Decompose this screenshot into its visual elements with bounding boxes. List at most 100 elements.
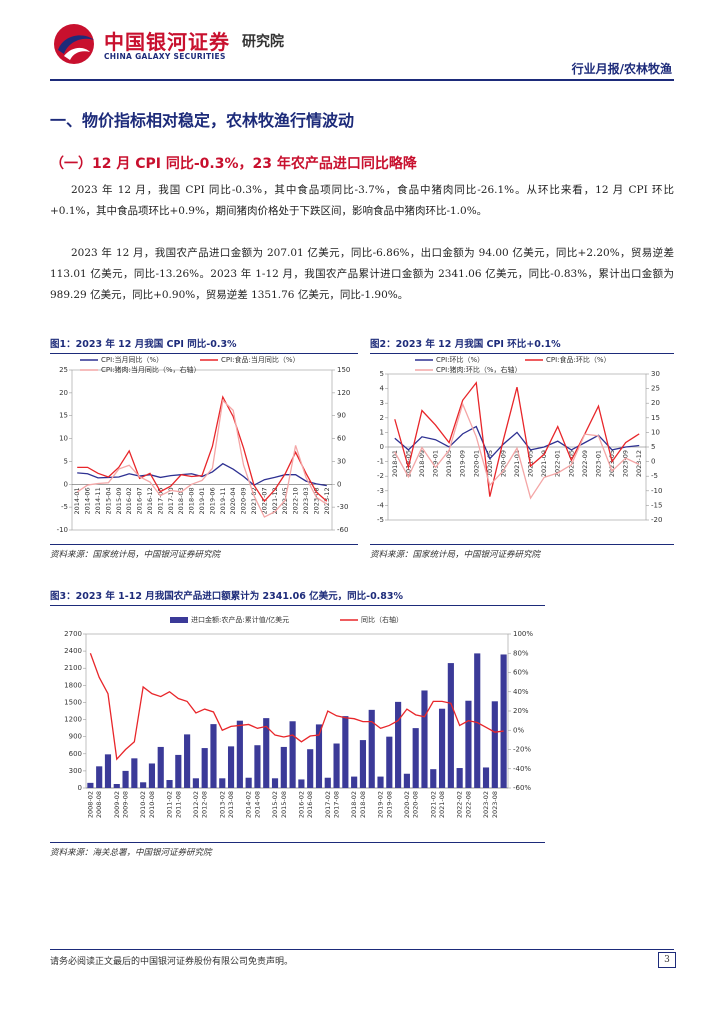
x-tick-label: 2014-02 [245, 791, 253, 818]
y-tick-label: 0 [380, 443, 384, 451]
legend-label: 同比（右轴） [361, 615, 403, 624]
x-tick-label: 2011-08 [174, 791, 182, 818]
x-tick-label: 2009-02 [113, 791, 121, 818]
y2-tick-label: 10 [651, 428, 660, 436]
figure-source: 资料来源：海关总署，中国银河证券研究院 [50, 842, 545, 858]
x-tick-label: 2009-08 [122, 791, 130, 818]
y-tick-label: 10 [59, 435, 68, 443]
x-tick-label: 2020-05 [486, 450, 494, 477]
x-tick-label: 2015-02 [271, 791, 279, 818]
y-tick-label: 1200 [64, 716, 82, 724]
logo-swoosh [58, 35, 94, 54]
x-tick-label: 2008-02 [86, 791, 94, 818]
y-tick-label: -5 [61, 503, 68, 511]
y-tick-label: 1500 [64, 698, 82, 706]
legend-swatch [170, 617, 188, 623]
bar [280, 746, 287, 788]
logo-mark [54, 24, 94, 64]
y2-tick-label: 0 [337, 480, 341, 488]
y2-tick-label: -15 [651, 501, 662, 509]
section-title: 一、物价指标相对稳定，农林牧渔行情波动 [50, 111, 355, 130]
bar [403, 773, 410, 788]
y-tick-label: 300 [69, 767, 82, 775]
y-tick-label: 3 [380, 399, 384, 407]
chart: 0 300 600 900 1200 1500 1800 2100 2400 2700 -60% -4… [64, 615, 533, 818]
bar [131, 758, 138, 788]
bar [157, 746, 164, 788]
x-tick-label: 2018-02 [350, 791, 358, 818]
y-tick-label: 0 [64, 480, 68, 488]
x-tick-label: 2023-08 [491, 791, 499, 818]
bar [351, 776, 358, 788]
x-tick-label: 2022-08 [464, 791, 472, 818]
x-tick-label: 2023-01 [594, 450, 602, 477]
footer-rule [50, 949, 674, 950]
x-tick-label: 2017-10 [167, 487, 175, 514]
y2-tick-label: 0 [651, 458, 655, 466]
bar [324, 777, 331, 788]
x-tick-label: 2016-02 [297, 791, 305, 818]
figure-title: 图2：2023 年 12 月我国 CPI 环比+0.1% [370, 336, 674, 354]
legend-label: CPI:环比（%） [436, 355, 484, 364]
x-tick-label: 2019-06 [208, 487, 216, 514]
legend-label: CPI:猪肉:环比（%，右轴） [436, 365, 522, 374]
y-tick-label: -4 [377, 501, 385, 509]
y2-tick-label: 100% [513, 630, 533, 638]
y-tick-label: 2 [380, 414, 384, 422]
x-tick-label: 2023-02 [482, 791, 490, 818]
page-number: 3 [658, 952, 676, 968]
chart: -5-4-3-2-1012345-20-15-10-50510152025302… [377, 355, 662, 524]
header-rule [50, 79, 674, 81]
x-tick-label: 2010-08 [148, 791, 156, 818]
logo-english: CHINA GALAXY SECURITIES [104, 52, 226, 61]
line-series [394, 402, 640, 500]
y-tick-label: 1800 [64, 681, 82, 689]
x-tick-label: 2008-08 [95, 791, 103, 818]
x-tick-label: 2010-02 [139, 791, 147, 818]
legend-label: CPI:食品:当月同比（%） [221, 355, 300, 364]
x-tick-label: 2018-05 [404, 450, 412, 477]
bar [307, 749, 314, 788]
x-tick-label: 2018-08 [359, 791, 367, 818]
chart: -10 -5 0 5 10 15 20 25 -60 -30 0 30 60 90 120 150 2014-0… [57, 355, 351, 534]
x-tick-label: 2018-09 [418, 450, 426, 477]
y2-tick-label: -40% [513, 765, 531, 773]
y-tick-label: 2400 [64, 647, 82, 655]
bar [227, 746, 235, 788]
x-tick-label: 2021-08 [438, 791, 446, 818]
x-tick-label: 2019-09 [459, 450, 467, 477]
bar [104, 754, 112, 788]
disclaimer: 请务必阅读正文最后的中国银河证券股份有限公司免责声明。 [50, 957, 294, 967]
bar [438, 708, 446, 788]
x-tick-label: 2019-11 [219, 487, 227, 514]
x-tick-label: 2019-02 [377, 791, 385, 818]
y2-tick-label: 60% [513, 669, 529, 677]
x-tick-label: 2020-09 [240, 487, 248, 514]
y-tick-label: 4 [380, 385, 385, 393]
x-tick-label: 2022-01 [554, 450, 562, 477]
x-tick-label: 2015-08 [280, 791, 288, 818]
bar [184, 734, 191, 788]
bar [500, 654, 507, 788]
x-tick-label: 2023-03 [302, 487, 310, 514]
x-tick-label: 2019-01 [432, 450, 440, 477]
x-tick-label: 2022-09 [581, 450, 589, 477]
x-tick-label: 2018-03 [177, 487, 185, 514]
x-tick-label: 2016-02 [125, 487, 133, 514]
x-tick-label: 2015-09 [115, 487, 123, 514]
y-tick-label: -10 [57, 526, 68, 534]
bar [359, 740, 367, 788]
logo-swoosh [64, 47, 90, 60]
y2-tick-label: -60 [337, 526, 348, 534]
bar [210, 724, 217, 788]
x-tick-label: 2023-09 [622, 450, 630, 477]
x-tick-label: 2020-04 [229, 487, 237, 514]
bar [166, 780, 173, 788]
x-tick-label: 2013-02 [218, 791, 226, 818]
logo-circle [54, 24, 94, 64]
y-tick-label: 25 [59, 366, 68, 374]
x-tick-label: 2017-02 [324, 791, 332, 818]
x-tick-label: 2020-01 [472, 450, 480, 477]
y2-tick-label: -10 [651, 487, 662, 495]
bar [201, 748, 208, 788]
